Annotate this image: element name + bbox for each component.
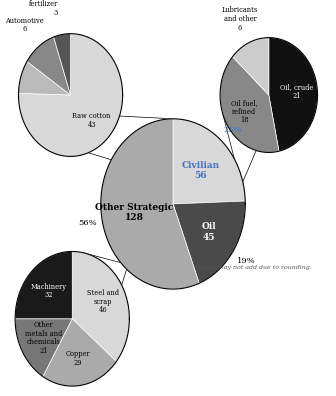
Polygon shape xyxy=(15,319,72,377)
Text: Food and
fertilizer
3: Food and fertilizer 3 xyxy=(27,0,58,17)
Polygon shape xyxy=(18,61,71,95)
Polygon shape xyxy=(101,119,199,289)
Polygon shape xyxy=(18,34,123,156)
Polygon shape xyxy=(72,251,129,362)
Text: 25%: 25% xyxy=(224,126,243,135)
Polygon shape xyxy=(173,201,245,283)
Polygon shape xyxy=(15,251,72,319)
Text: 19%: 19% xyxy=(237,257,256,265)
Polygon shape xyxy=(27,37,71,95)
Text: Other
metals and
chemicals
21: Other metals and chemicals 21 xyxy=(25,321,62,355)
Text: Other Strategic
128: Other Strategic 128 xyxy=(95,203,173,222)
Polygon shape xyxy=(54,34,71,95)
Text: Totals may not add due to rounding.: Totals may not add due to rounding. xyxy=(197,265,311,270)
Text: 56%: 56% xyxy=(79,219,97,227)
Polygon shape xyxy=(220,57,279,152)
Text: Civilian
56: Civilian 56 xyxy=(181,160,220,180)
Text: Lubricants
and other
6: Lubricants and other 6 xyxy=(222,6,258,32)
Text: Copper
29: Copper 29 xyxy=(66,350,90,367)
Text: Automotive
6: Automotive 6 xyxy=(5,17,44,33)
Text: Oil, crude
21: Oil, crude 21 xyxy=(280,83,313,100)
Text: Steel and
scrap
46: Steel and scrap 46 xyxy=(87,289,119,314)
Polygon shape xyxy=(173,119,245,204)
Text: Oil fuel,
refined
18: Oil fuel, refined 18 xyxy=(231,99,258,124)
Text: Oil
45: Oil 45 xyxy=(202,223,216,242)
Polygon shape xyxy=(233,38,269,95)
Text: Raw cotton
43: Raw cotton 43 xyxy=(73,112,111,129)
Polygon shape xyxy=(269,38,318,151)
Polygon shape xyxy=(43,319,116,386)
Text: Machinery
32: Machinery 32 xyxy=(31,283,67,299)
